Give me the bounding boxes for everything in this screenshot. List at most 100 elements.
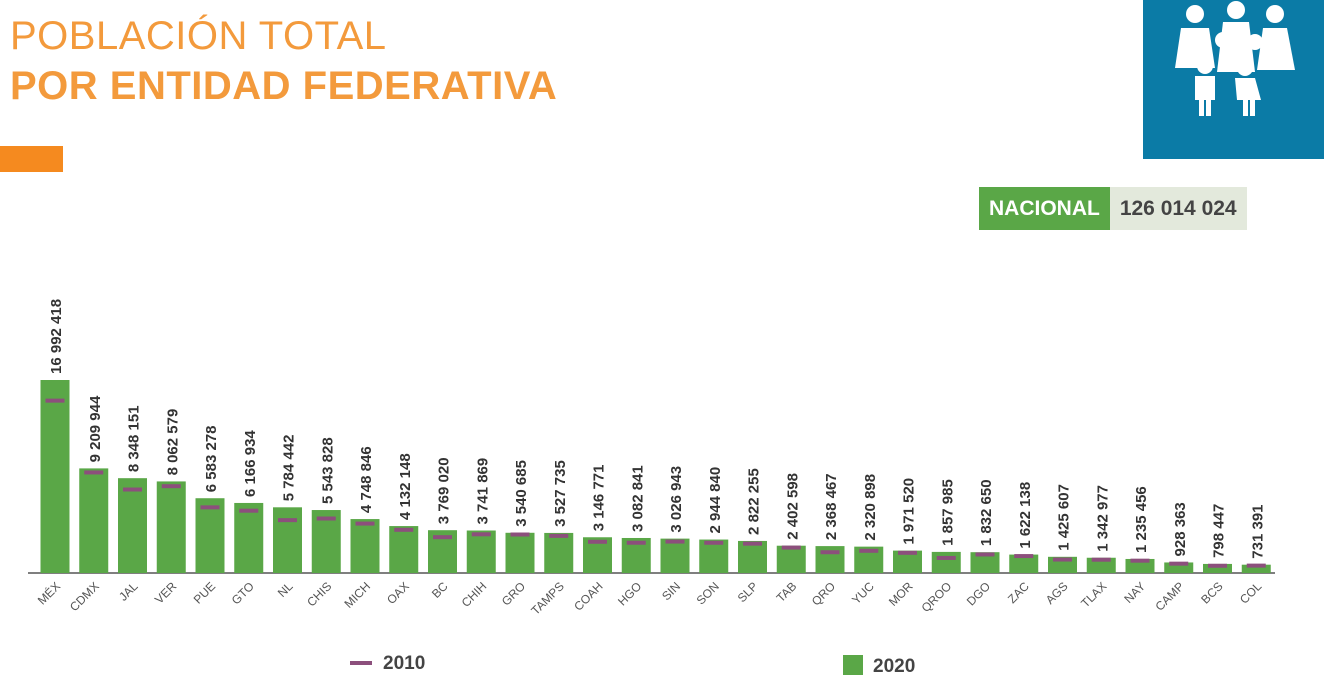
category-label: SON: [694, 579, 722, 607]
bar-2020-JAL: [118, 478, 147, 573]
marker-2010-MÉX: [45, 398, 65, 403]
marker-2010-TAMPS: [549, 533, 569, 538]
value-label: 4 748 846: [358, 446, 375, 513]
category-label: PUE: [191, 579, 218, 606]
bar-2020-SLP: [738, 540, 767, 573]
marker-2010-CDMX: [84, 470, 104, 475]
bar-2020-COL: [1241, 564, 1271, 573]
category-label: SLP: [735, 579, 761, 605]
bar-2020-VER: [156, 481, 186, 573]
marker-2010-TAB: [781, 545, 801, 550]
value-label: 2 822 255: [746, 468, 763, 535]
marker-2010-PUE: [200, 505, 220, 510]
bar-2020-CAMP: [1164, 562, 1194, 573]
category-label: MICH: [342, 579, 374, 611]
legend-2020-swatch: [843, 655, 863, 675]
value-label: 8 062 579: [164, 409, 181, 476]
title-line-1: POBLACIÓN TOTAL: [10, 14, 387, 58]
marker-2010-QROO: [936, 555, 956, 560]
category-label: CHIS: [304, 579, 334, 609]
marker-2010-NAY: [1130, 558, 1150, 563]
marker-2010-TLAX: [1091, 557, 1111, 562]
marker-2010-SIN: [665, 539, 685, 544]
category-label: OAX: [384, 579, 412, 607]
marker-2010-QRO: [820, 550, 840, 555]
legend-2010-swatch: [350, 661, 372, 665]
bar-2020-MÉX: [40, 380, 70, 573]
value-label: 3 026 943: [668, 466, 685, 533]
category-label: SIN: [659, 579, 683, 603]
bar-2020-TAB: [776, 545, 806, 573]
bar-2020-ZAC: [1009, 554, 1039, 573]
category-label: CDMX: [67, 579, 102, 614]
category-label: BC: [429, 579, 451, 601]
value-label: 9 209 944: [87, 395, 104, 462]
marker-2010-MICH: [355, 521, 375, 526]
family-logo-icon: [1143, 0, 1324, 159]
marker-2010-DGO: [975, 552, 995, 557]
marker-2010-BCS: [1208, 563, 1227, 568]
value-label: 16 992 418: [48, 299, 65, 374]
category-label: MOR: [886, 579, 916, 609]
bar-2020-GRO: [505, 532, 535, 573]
marker-2010-ZAC: [1014, 554, 1034, 559]
bar-2020-GTO: [234, 502, 264, 573]
value-label: 3 146 771: [591, 465, 608, 532]
bar-2020-CHIS: [311, 510, 341, 573]
marker-2010-BC: [433, 535, 452, 540]
bar-2020-DGO: [970, 552, 1000, 573]
accent-bar: [0, 146, 63, 172]
category-label: CHIH: [459, 579, 490, 610]
marker-2010-CHIH: [471, 532, 491, 537]
category-label: TLAX: [1078, 579, 1109, 610]
marker-2010-COL: [1246, 563, 1266, 568]
value-label: 1 342 977: [1094, 485, 1111, 552]
value-label: 1 235 456: [1133, 486, 1150, 553]
bar-2020-SON: [699, 539, 729, 573]
marker-2010-MOR: [898, 550, 917, 555]
bar-2020-MOR: [893, 550, 922, 573]
category-label: NL: [275, 579, 296, 600]
value-label: 798 447: [1211, 504, 1228, 558]
legend-2010-label: 2010: [383, 653, 426, 674]
value-label: 2 320 898: [862, 474, 879, 541]
category-label: CAMP: [1152, 579, 1186, 613]
category-label: TAB: [774, 579, 800, 605]
marker-2010-CHIS: [316, 516, 336, 521]
value-label: 3 082 841: [629, 465, 646, 532]
bar-2020-QRO: [815, 546, 845, 573]
value-label: 928 363: [1172, 502, 1189, 556]
value-label: 3 540 685: [513, 460, 530, 527]
marker-2010-YUC: [859, 548, 879, 553]
value-label: 3 527 735: [552, 460, 569, 527]
bar-2020-NL: [273, 507, 302, 573]
value-label: 5 784 442: [281, 435, 298, 502]
category-label: DGO: [964, 579, 993, 608]
category-label: TAMPS: [528, 579, 567, 618]
value-label: 1 425 607: [1056, 484, 1073, 551]
marker-2010-GTO: [239, 508, 259, 513]
value-label: 8 348 151: [126, 405, 143, 472]
category-label: YUC: [849, 579, 877, 607]
value-label: 731 391: [1249, 504, 1266, 558]
value-label: 2 944 840: [707, 467, 724, 534]
value-label: 5 543 828: [319, 437, 336, 504]
value-label: 2 402 598: [784, 473, 801, 540]
value-label: 2 368 467: [823, 473, 840, 540]
category-label: MÉX: [34, 579, 63, 608]
national-value: 126 014 024: [1109, 187, 1247, 230]
category-label: HGO: [615, 579, 644, 608]
bar-2020-CDMX: [79, 468, 109, 573]
category-label: COAH: [571, 579, 605, 613]
value-label: 6 583 278: [203, 425, 220, 492]
bar-2020-MICH: [350, 519, 380, 573]
category-label: GTO: [229, 579, 257, 607]
category-label: BCS: [1198, 579, 1225, 606]
marker-2010-SON: [704, 540, 724, 545]
value-label: 3 741 869: [474, 458, 491, 525]
category-label: NAY: [1121, 579, 1148, 606]
national-label: NACIONAL: [979, 187, 1110, 230]
bar-2020-TAMPS: [544, 532, 574, 573]
value-label: 4 132 148: [397, 453, 414, 520]
